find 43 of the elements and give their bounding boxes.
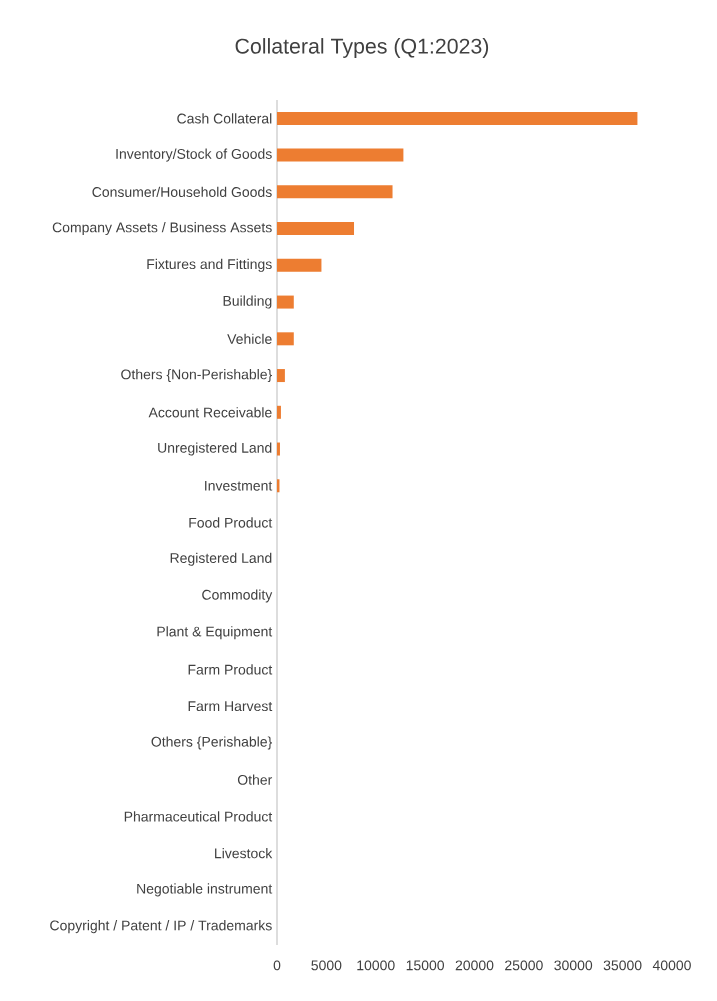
x-tick-label: 40000 — [652, 960, 691, 971]
y-tick-label: Farm Harvest — [188, 701, 273, 712]
y-tick-label: Other — [237, 774, 273, 785]
y-tick-label: Consumer/Household Goods — [92, 186, 272, 198]
y-tick-label: Commodity — [202, 589, 273, 603]
y-tick-label: Registered Land — [170, 552, 272, 566]
y-tick-label: Copyright / Patent / IP / Trademarks — [50, 920, 272, 934]
x-tick-label: 5000 — [311, 960, 342, 971]
x-tick-label: 0 — [273, 960, 281, 971]
x-tick-label: 30000 — [554, 960, 593, 971]
bar — [277, 295, 294, 309]
bar — [277, 222, 355, 236]
bar — [277, 405, 281, 419]
x-tick-label: 15000 — [406, 960, 445, 971]
y-tick-label: Building — [223, 295, 272, 309]
y-tick-label: Livestock — [215, 848, 273, 859]
bar — [277, 148, 404, 162]
y-tick-label: Account Receivable — [148, 407, 272, 418]
y-tick-label: Food Product — [189, 517, 273, 528]
x-tick-label: 35000 — [603, 960, 642, 971]
x-tick-label: 20000 — [455, 960, 494, 971]
x-tick-label: 25000 — [505, 960, 543, 971]
y-tick-label: Unregistered Land — [158, 442, 272, 456]
y-tick-label: Company Assets / Business Assets — [52, 222, 272, 236]
chart-title: Collateral Types (Q1:2023) — [235, 38, 489, 58]
y-tick-label: Inventory/Stock of Goods — [116, 148, 272, 162]
bar — [277, 185, 393, 199]
bar — [277, 258, 322, 272]
y-tick-label: Farm Product — [188, 664, 273, 675]
bar — [277, 442, 280, 456]
y-tick-label: Plant & Equipment — [157, 626, 273, 640]
y-tick-label: Pharmaceutical Product — [124, 811, 273, 822]
bar — [277, 332, 294, 346]
y-tick-label: Negotiable instrument — [137, 883, 273, 897]
y-tick-label: Investment — [205, 480, 273, 491]
bar — [277, 369, 285, 383]
bar — [277, 111, 638, 125]
y-tick-label: Fixtures and Fittings — [147, 258, 272, 272]
y-tick-label: Others {Perishable} — [151, 736, 272, 750]
y-tick-label: Cash Collateral — [177, 113, 272, 124]
y-tick-label: Vehicle — [227, 333, 272, 344]
x-tick-label: 10000 — [357, 960, 395, 971]
y-tick-label: Others {Non-Perishable} — [121, 369, 272, 383]
